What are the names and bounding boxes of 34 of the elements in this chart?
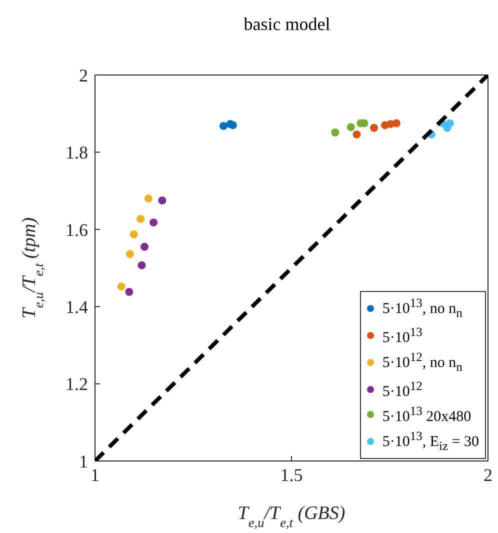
point xyxy=(370,124,378,132)
point xyxy=(150,218,158,226)
point xyxy=(126,250,134,258)
point xyxy=(140,242,149,251)
y-tick-label: 2 xyxy=(79,65,88,86)
legend-label: 5·10$^{13}$, no n$_{n}$ xyxy=(382,295,462,322)
chart-title: basic model xyxy=(242,14,332,35)
point xyxy=(446,119,454,128)
point xyxy=(158,196,166,204)
y-tick-label: 1 xyxy=(79,451,88,472)
y-tick-label: 1.8 xyxy=(66,142,88,163)
point xyxy=(392,119,400,128)
point xyxy=(352,130,361,138)
legend-label: 5·10$^{13}$ xyxy=(382,324,422,348)
legend-label: 5·10$^{12}$, no n$_{n}$ xyxy=(382,349,462,376)
point xyxy=(130,230,138,238)
point xyxy=(144,194,152,203)
legend-label: 5·10$^{13}$, E$_{iz}$ = 30 xyxy=(382,428,479,455)
legend-label: 5·10$^{13}$ 20x480 xyxy=(382,403,472,427)
point xyxy=(220,122,228,130)
point xyxy=(136,214,145,223)
y-tick-label: 1.2 xyxy=(66,374,88,394)
legend-label: 5·10$^{12}$ xyxy=(382,378,422,402)
point xyxy=(346,123,355,132)
x-tick-label: 2 xyxy=(484,464,492,485)
point xyxy=(228,121,237,130)
x-tick-label: 1.5 xyxy=(280,464,303,485)
point xyxy=(138,261,146,270)
point xyxy=(117,282,126,291)
y-tick-label: 1.4 xyxy=(66,296,88,317)
y-tick-label: 1.6 xyxy=(66,220,88,240)
x-axis-title: T$_{e,u}$/T$_{e,t}$ (GBS) xyxy=(238,503,346,530)
point xyxy=(125,288,134,296)
point xyxy=(331,128,340,137)
